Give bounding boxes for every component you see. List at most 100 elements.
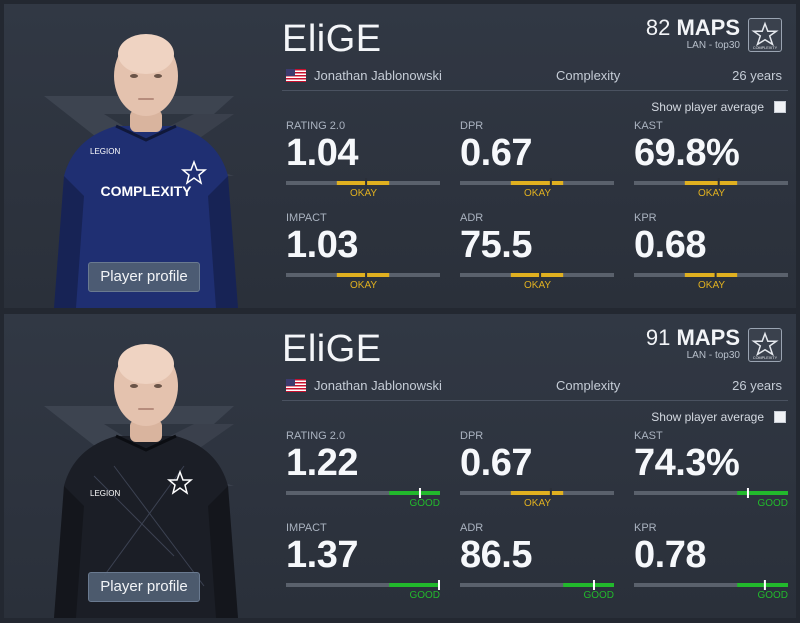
maps-label: MAPS bbox=[676, 325, 740, 350]
stat-bar bbox=[460, 270, 614, 280]
stat-kpr: KPR 0.78 GOOD bbox=[634, 522, 790, 606]
stat-value: 0.68 bbox=[634, 224, 706, 266]
stat-bar-marker bbox=[549, 488, 552, 498]
stat-rating-label: OKAY bbox=[698, 188, 726, 199]
stat-bar-range bbox=[510, 273, 564, 277]
show-average-toggle[interactable]: Show player average bbox=[651, 410, 786, 424]
stat-value: 74.3% bbox=[634, 442, 740, 484]
stat-label: IMPACT bbox=[286, 212, 327, 224]
player-age: 26 years bbox=[732, 68, 782, 83]
svg-text:COMPLEXITY: COMPLEXITY bbox=[753, 46, 778, 50]
stat-bar-track bbox=[634, 491, 788, 495]
player-profile-button[interactable]: Player profile bbox=[88, 572, 200, 602]
stat-label: KPR bbox=[634, 522, 657, 534]
stat-label: RATING 2.0 bbox=[286, 430, 346, 442]
stat-label: KAST bbox=[634, 430, 663, 442]
stat-bar-marker bbox=[418, 488, 421, 498]
stat-bar bbox=[634, 488, 788, 498]
show-average-toggle[interactable]: Show player average bbox=[651, 100, 786, 114]
player-nickname: EliGE bbox=[282, 328, 382, 370]
stat-bar bbox=[286, 488, 440, 498]
stat-bar-range bbox=[389, 583, 440, 587]
show-average-label: Show player average bbox=[651, 100, 764, 114]
team-logo-icon: COMPLEXITY bbox=[748, 328, 782, 362]
stat-bar-marker bbox=[438, 580, 440, 590]
player-photo-area: LEGION Player profile bbox=[4, 314, 272, 618]
stat-adr: ADR 75.5 OKAY bbox=[460, 212, 616, 296]
stat-value: 0.78 bbox=[634, 534, 706, 576]
player-card: LEGION Player profile EliGE 91 MAPS LAN … bbox=[4, 314, 796, 618]
stat-bar-marker bbox=[763, 580, 766, 590]
stat-rating-label: GOOD bbox=[757, 590, 788, 601]
stat-bar-range bbox=[510, 491, 564, 495]
maps-summary: 82 MAPS LAN - top30 COMPLEXITY bbox=[646, 16, 782, 52]
stat-rating-label: OKAY bbox=[698, 280, 726, 291]
stat-kpr: KPR 0.68 OKAY bbox=[634, 212, 790, 296]
stat-bar bbox=[286, 580, 440, 590]
stat-label: ADR bbox=[460, 522, 484, 534]
stat-bar-marker bbox=[549, 178, 552, 188]
stat-bar-track bbox=[286, 491, 440, 495]
usa-flag-icon bbox=[286, 379, 306, 392]
stat-bar bbox=[286, 178, 440, 188]
stat-bar bbox=[634, 270, 788, 280]
stat-rating-2-0: RATING 2.0 1.22 GOOD bbox=[286, 430, 442, 514]
player-profile-button[interactable]: Player profile bbox=[88, 262, 200, 292]
stat-bar-track bbox=[286, 583, 440, 587]
stat-rating-label: OKAY bbox=[350, 280, 378, 291]
stat-kast: KAST 74.3% GOOD bbox=[634, 430, 790, 514]
stat-adr: ADR 86.5 GOOD bbox=[460, 522, 616, 606]
divider bbox=[282, 90, 788, 91]
stat-rating-label: OKAY bbox=[524, 280, 552, 291]
stat-value: 1.22 bbox=[286, 442, 358, 484]
player-info: EliGE 91 MAPS LAN - top30 COMPLEXITY Jon… bbox=[282, 314, 796, 618]
stat-kast: KAST 69.8% OKAY bbox=[634, 120, 790, 204]
player-team: Complexity bbox=[556, 68, 621, 83]
maps-filter-label: LAN - top30 bbox=[686, 350, 740, 361]
show-average-checkbox[interactable] bbox=[774, 411, 786, 423]
stat-bar-range bbox=[737, 491, 788, 495]
divider bbox=[282, 400, 788, 401]
svg-text:COMPLEXITY: COMPLEXITY bbox=[753, 356, 778, 360]
stat-bar-range bbox=[389, 491, 440, 495]
stat-bar-range bbox=[684, 273, 738, 277]
stat-label: IMPACT bbox=[286, 522, 327, 534]
stat-bar-marker bbox=[714, 270, 717, 280]
stat-label: DPR bbox=[460, 120, 484, 132]
stat-rating-label: OKAY bbox=[350, 188, 378, 199]
stat-bar-range bbox=[563, 583, 614, 587]
stat-bar-range bbox=[336, 181, 390, 185]
stat-bar-range bbox=[510, 181, 564, 185]
stat-bar bbox=[460, 580, 614, 590]
stat-bar bbox=[634, 580, 788, 590]
stat-value: 1.04 bbox=[286, 132, 358, 174]
stat-impact: IMPACT 1.37 GOOD bbox=[286, 522, 442, 606]
stat-bar-range bbox=[737, 583, 788, 587]
player-team: Complexity bbox=[556, 378, 621, 393]
maps-summary: 91 MAPS LAN - top30 COMPLEXITY bbox=[646, 326, 782, 362]
stat-rating-label: GOOD bbox=[409, 498, 440, 509]
stat-rating-label: OKAY bbox=[524, 188, 552, 199]
stat-value: 69.8% bbox=[634, 132, 740, 174]
stat-value: 1.03 bbox=[286, 224, 358, 266]
stat-dpr: DPR 0.67 OKAY bbox=[460, 120, 616, 204]
stat-bar-marker bbox=[539, 270, 542, 280]
player-real-name: Jonathan Jablonowski bbox=[314, 378, 442, 393]
stat-bar bbox=[634, 178, 788, 188]
stat-bar-marker bbox=[365, 178, 368, 188]
player-card: COMPLEXITY LEGION Player profile EliGE 8… bbox=[4, 4, 796, 308]
player-nickname: EliGE bbox=[282, 18, 382, 60]
player-real-name: Jonathan Jablonowski bbox=[314, 68, 442, 83]
player-age: 26 years bbox=[732, 378, 782, 393]
stat-bar-track bbox=[634, 583, 788, 587]
show-average-checkbox[interactable] bbox=[774, 101, 786, 113]
stat-label: ADR bbox=[460, 212, 484, 224]
stat-rating-2-0: RATING 2.0 1.04 OKAY bbox=[286, 120, 442, 204]
stat-value: 0.67 bbox=[460, 442, 532, 484]
stat-rating-label: GOOD bbox=[757, 498, 788, 509]
stat-bar-marker bbox=[365, 270, 368, 280]
maps-label: MAPS bbox=[676, 15, 740, 40]
stat-rating-label: GOOD bbox=[409, 590, 440, 601]
stat-label: KAST bbox=[634, 120, 663, 132]
svg-text:LEGION: LEGION bbox=[90, 147, 120, 156]
